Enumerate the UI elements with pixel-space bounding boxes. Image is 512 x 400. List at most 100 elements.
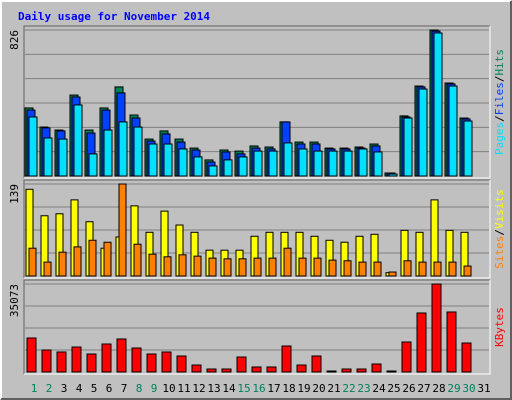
legend: Sites/Visits [493, 189, 506, 269]
x-tick-label: 4 [76, 382, 83, 395]
bar [461, 342, 472, 373]
x-tick-label: 23 [357, 382, 370, 395]
bar [221, 368, 232, 373]
x-tick-label: 28 [432, 382, 445, 395]
x-tick-label: 12 [192, 382, 205, 395]
bar [268, 150, 278, 177]
legend-separator: / [493, 115, 506, 122]
bar [268, 257, 277, 277]
panel-border-dark [23, 179, 490, 278]
x-tick-label: 5 [91, 382, 98, 395]
bar [328, 150, 338, 177]
bar [253, 150, 263, 177]
bar [208, 257, 217, 277]
bar [28, 116, 38, 177]
bar [418, 88, 428, 177]
bar [328, 259, 337, 277]
bar [238, 258, 247, 277]
bar [311, 355, 322, 373]
bar [401, 341, 412, 373]
bar [28, 247, 37, 277]
bar [103, 241, 112, 277]
bar [296, 364, 307, 373]
bar [163, 143, 173, 177]
bar [386, 370, 397, 373]
bar [43, 261, 52, 277]
legend-entry: Files [493, 82, 506, 115]
x-tick-label: 11 [177, 382, 190, 395]
bar [133, 243, 142, 277]
legend-entry: KBytes [493, 307, 506, 347]
x-tick-label: 29 [447, 382, 460, 395]
bar [343, 260, 352, 277]
x-tick-label: 15 [237, 382, 250, 395]
bar [463, 120, 473, 177]
bar [373, 261, 382, 277]
x-tick-label: 16 [252, 382, 265, 395]
bar [238, 156, 248, 177]
bar [416, 312, 427, 373]
x-tick-label: 6 [106, 382, 113, 395]
bar [253, 257, 262, 277]
bar [236, 356, 247, 373]
bar [431, 283, 442, 373]
bar [56, 351, 67, 373]
bar [326, 370, 337, 373]
bar [73, 246, 82, 277]
bar [448, 85, 458, 177]
bar [206, 368, 217, 373]
bar [73, 104, 83, 177]
bar [448, 261, 457, 277]
bar [208, 165, 218, 177]
x-tick-label: 21 [327, 382, 340, 395]
legend: Pages/Files/Hits [493, 49, 506, 155]
x-tick-label: 30 [462, 382, 475, 395]
x-tick-label: 1 [31, 382, 38, 395]
bar [146, 353, 157, 373]
bar [343, 150, 353, 177]
bar [281, 345, 292, 373]
bar [403, 260, 412, 277]
y-tick-label: 826 [8, 30, 21, 50]
y-tick-label: 35073 [8, 284, 21, 317]
bar [341, 368, 352, 373]
bar [358, 261, 367, 277]
bar [116, 338, 127, 373]
bar [131, 347, 142, 373]
x-tick-label: 9 [151, 382, 158, 395]
bar [193, 255, 202, 277]
bar [178, 254, 187, 277]
bar [71, 346, 82, 373]
bar [176, 355, 187, 373]
bar [446, 311, 457, 373]
legend-entry: Sites [493, 236, 506, 269]
bar [388, 271, 397, 277]
bar [433, 261, 442, 277]
panel-border-light [24, 26, 491, 179]
bar [356, 368, 367, 373]
bar [148, 143, 158, 177]
x-tick-label: 19 [297, 382, 310, 395]
bar [163, 256, 172, 277]
bar [266, 366, 277, 373]
bar [223, 258, 232, 277]
panel-border-light [24, 180, 491, 279]
bar [133, 126, 143, 177]
bar [223, 159, 233, 177]
bar [251, 366, 262, 373]
bar [101, 343, 112, 373]
bar [283, 247, 292, 277]
x-tick-label: 24 [372, 382, 386, 395]
legend-entry: Visits [493, 189, 506, 229]
bar [43, 137, 53, 177]
x-tick-label: 27 [417, 382, 430, 395]
x-tick-label: 7 [121, 382, 128, 395]
y-tick-label: 139 [8, 184, 21, 204]
bar [191, 364, 202, 373]
legend-entry: Hits [493, 49, 506, 76]
bar [148, 253, 157, 277]
legend-separator: / [493, 76, 506, 83]
x-tick-label: 31 [477, 382, 490, 395]
